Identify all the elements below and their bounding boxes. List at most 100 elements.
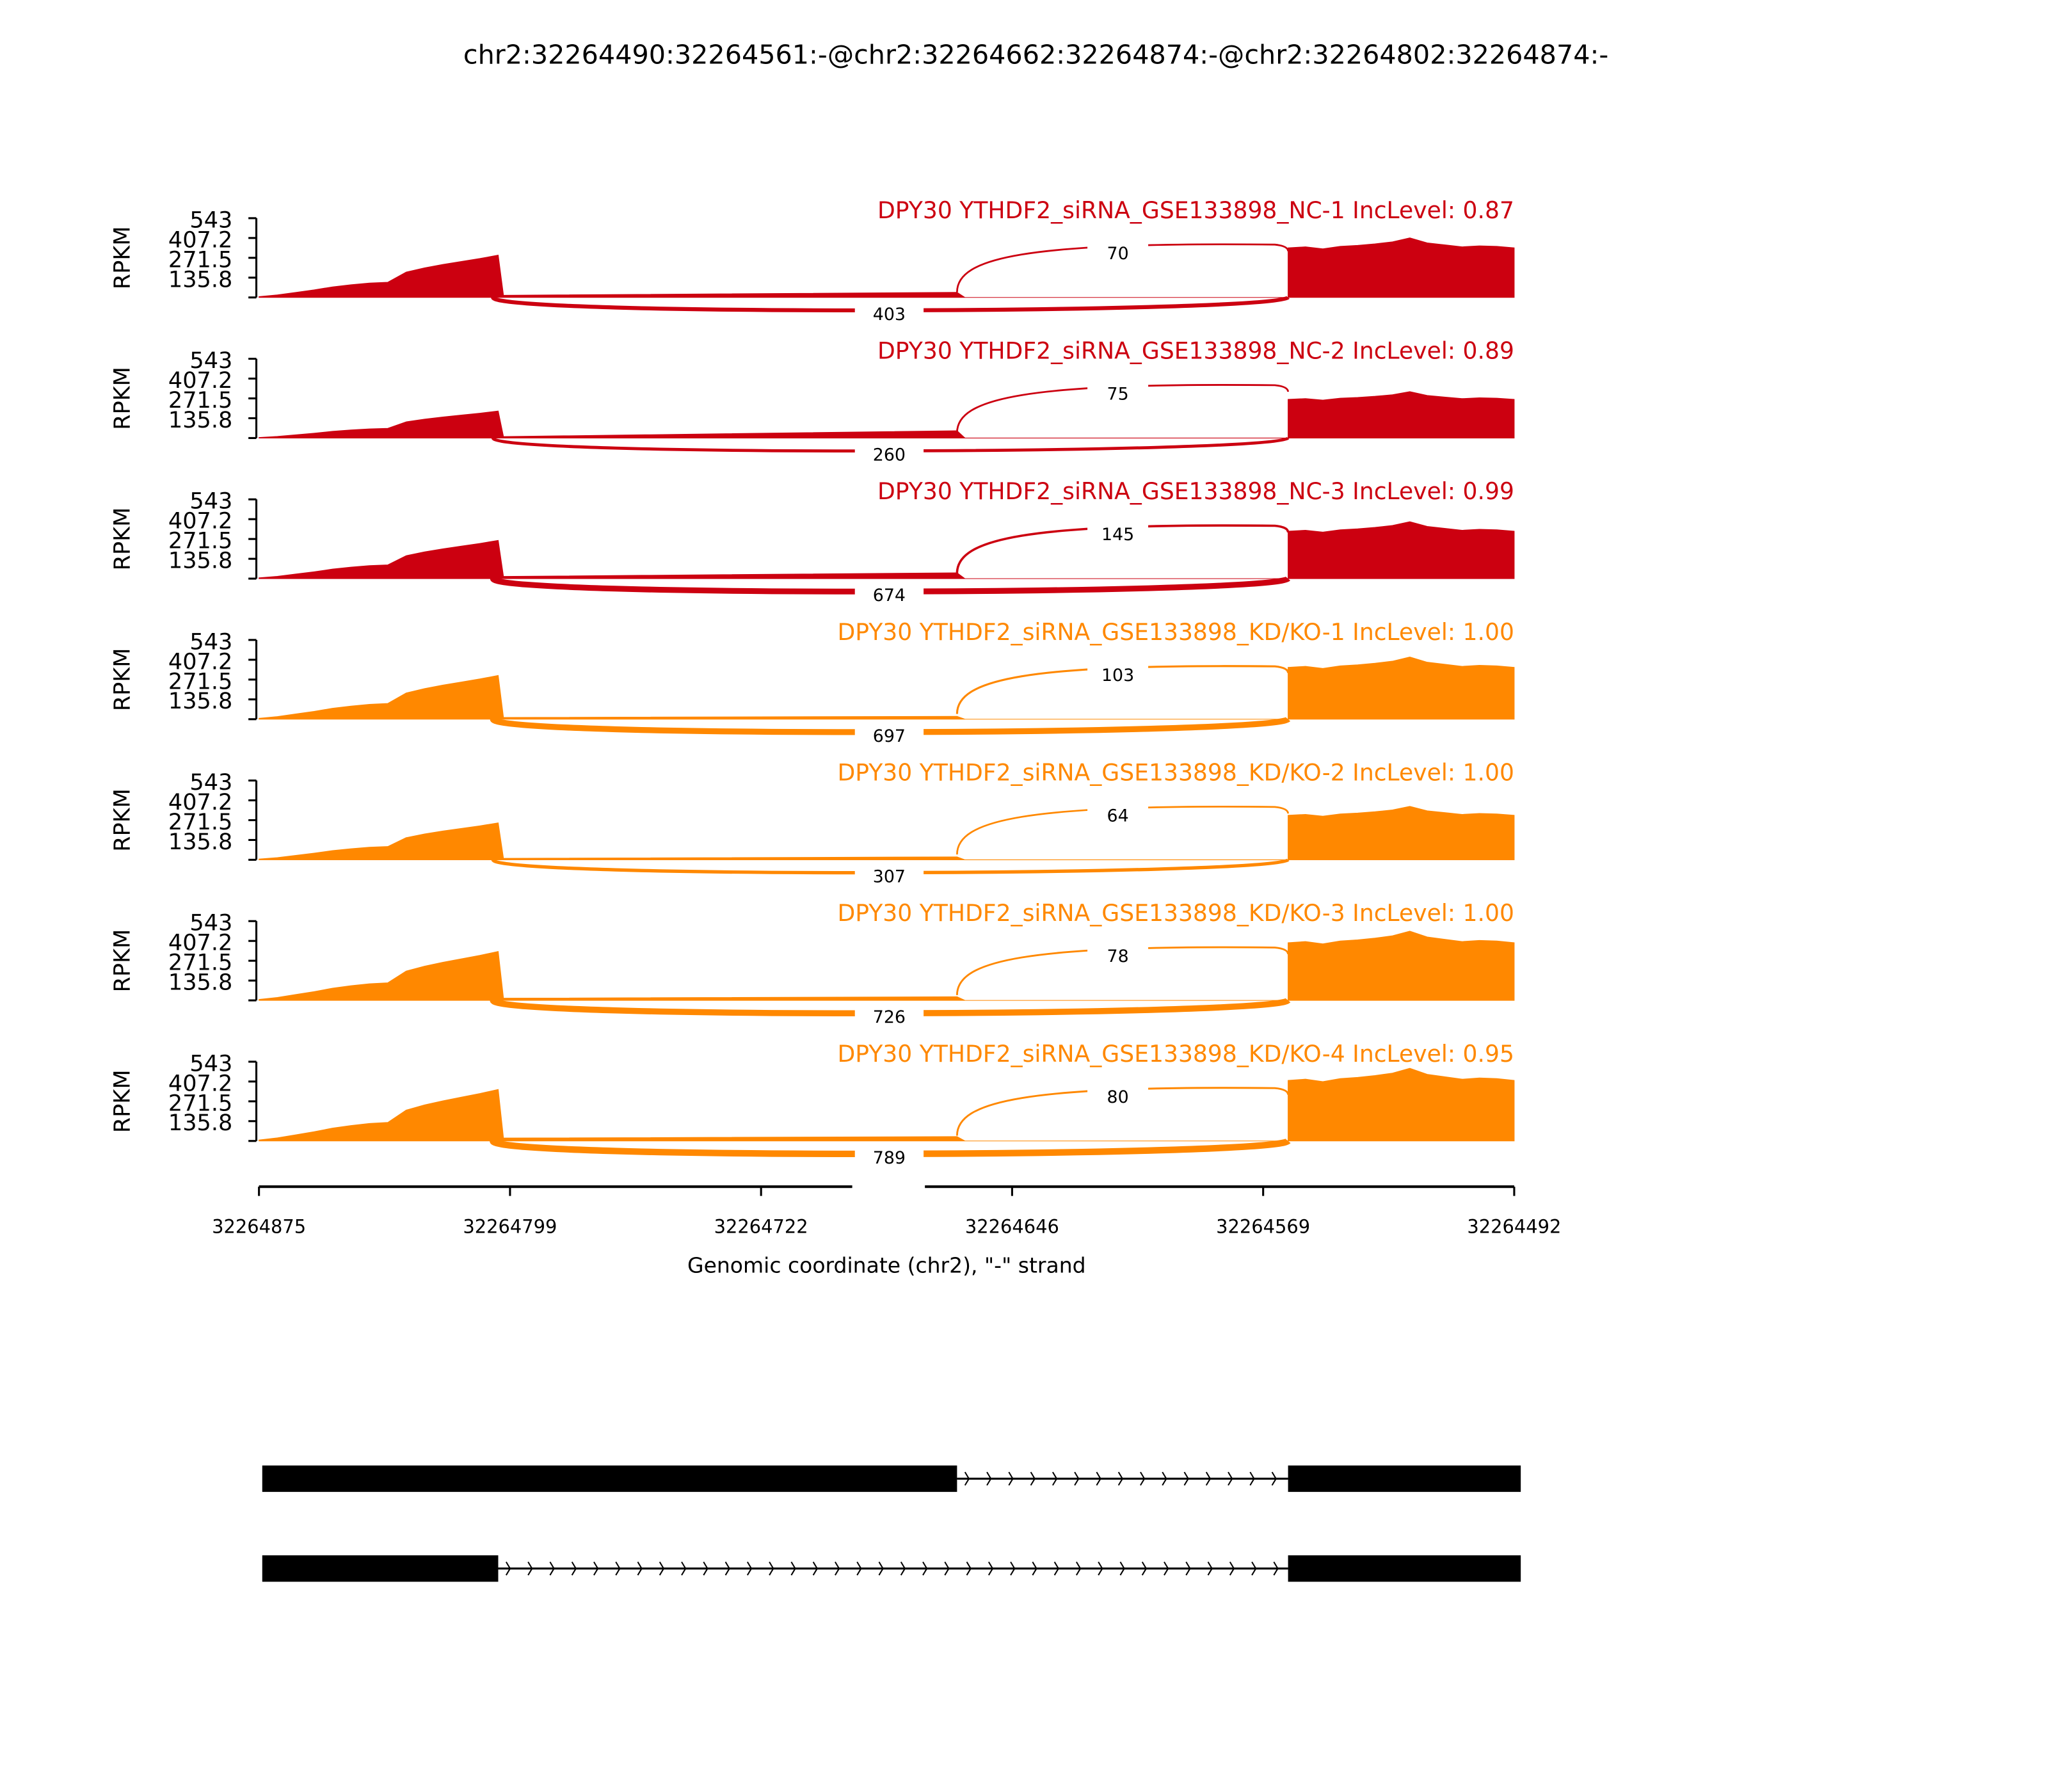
junction-label-bg <box>1087 801 1149 826</box>
y-tick-label: 407.2 <box>168 367 232 394</box>
strand-arrow-icon <box>1117 1471 1124 1486</box>
y-tick-label: 407.2 <box>168 1070 232 1096</box>
coverage-area <box>259 237 1515 298</box>
coverage-area <box>259 806 1515 860</box>
sample-label: DPY30 YTHDF2_siRNA_GSE133898_KD/KO-1 Inc… <box>837 618 1514 646</box>
strand-arrow-icon <box>1229 1561 1235 1576</box>
exon-block <box>262 1555 499 1582</box>
exon-block <box>262 1465 957 1492</box>
strand-arrow-icon <box>1249 1471 1255 1486</box>
y-tick-label: 271.5 <box>168 950 232 976</box>
inclusion-junction-count: 75 <box>1107 385 1129 404</box>
junction-label-bg <box>1087 942 1149 966</box>
strand-arrow-icon <box>505 1561 511 1576</box>
strand-arrow-icon <box>900 1561 906 1576</box>
y-tick-label: 407.2 <box>168 227 232 253</box>
strand-arrow-icon <box>615 1561 621 1576</box>
junction-label-bg <box>854 1003 924 1027</box>
junction-label-bg <box>1087 1082 1149 1107</box>
y-tick-label: 135.8 <box>168 688 232 714</box>
y-tick-label: 271.5 <box>168 387 232 413</box>
y-axis-label: RPKM <box>109 929 135 993</box>
inclusion-junction-count: 70 <box>1107 244 1129 264</box>
strand-arrow-icon <box>769 1561 774 1576</box>
y-tick-label: 135.8 <box>168 548 232 574</box>
x-tick-label: 32264646 <box>965 1215 1059 1237</box>
strand-arrow-icon <box>1030 1471 1036 1486</box>
inclusion-junction-count: 64 <box>1107 806 1129 826</box>
y-axis-label: RPKM <box>109 508 135 571</box>
x-tick-label: 32264569 <box>1216 1215 1310 1237</box>
coverage-area <box>259 657 1515 720</box>
chart-title: chr2:32264490:32264561:-@chr2:32264662:3… <box>463 39 1608 70</box>
junction-label-bg <box>854 862 924 886</box>
strand-arrow-icon <box>1207 1561 1213 1576</box>
y-tick-label: 543 <box>189 348 232 374</box>
coverage-area <box>259 391 1515 438</box>
strand-arrow-icon <box>1251 1561 1257 1576</box>
y-tick-label: 271.5 <box>168 246 232 273</box>
y-tick-label: 407.2 <box>168 648 232 675</box>
skipping-junction-count: 789 <box>873 1148 906 1168</box>
strand-arrow-icon <box>681 1561 687 1576</box>
junction-label-bg <box>854 721 924 746</box>
junction-label-bg <box>854 300 924 324</box>
strand-arrow-icon <box>964 1471 970 1486</box>
strand-arrow-icon <box>724 1561 730 1576</box>
isoform-track <box>262 1465 1521 1582</box>
coverage-area <box>259 521 1515 579</box>
strand-arrow-icon <box>835 1561 840 1576</box>
strand-arrow-icon <box>1096 1471 1101 1486</box>
strand-arrow-icon <box>1271 1471 1277 1486</box>
strand-arrow-icon <box>593 1561 599 1576</box>
x-tick-label: 32264722 <box>714 1215 808 1237</box>
inclusion-junction-count: 78 <box>1107 947 1129 966</box>
y-tick-label: 271.5 <box>168 809 232 835</box>
strand-arrow-icon <box>1205 1471 1212 1486</box>
junction-label-bg <box>1087 239 1149 264</box>
strand-arrow-icon <box>571 1561 577 1576</box>
inclusion-junction-count: 80 <box>1107 1087 1129 1107</box>
strand-arrow-icon <box>1140 1471 1146 1486</box>
x-tick-label: 32264799 <box>463 1215 557 1237</box>
y-tick-label: 543 <box>189 207 232 233</box>
y-tick-label: 543 <box>189 910 232 936</box>
strand-arrow-icon <box>944 1561 950 1576</box>
junction-label-bg <box>854 1143 924 1168</box>
strand-arrow-icon <box>1010 1561 1016 1576</box>
strand-arrow-icon <box>746 1561 753 1576</box>
y-tick-label: 135.8 <box>168 829 232 855</box>
skipping-junction-count: 726 <box>873 1007 906 1027</box>
y-tick-label: 135.8 <box>168 1110 232 1136</box>
strand-arrow-icon <box>1183 1471 1189 1486</box>
strand-arrow-icon <box>922 1561 928 1576</box>
skipping-junction-count: 403 <box>873 305 906 324</box>
strand-arrow-icon <box>637 1561 643 1576</box>
sample-label: DPY30 YTHDF2_siRNA_GSE133898_KD/KO-2 Inc… <box>837 759 1514 787</box>
y-axis-label: RPKM <box>109 367 135 430</box>
strand-arrow-icon <box>986 1471 992 1486</box>
y-tick-label: 271.5 <box>168 668 232 694</box>
y-tick-label: 407.2 <box>168 789 232 815</box>
strand-arrow-icon <box>988 1561 994 1576</box>
y-tick-label: 407.2 <box>168 508 232 534</box>
y-axis-label: RPKM <box>109 788 135 852</box>
y-axis-label: RPKM <box>109 226 135 289</box>
junction-label-bg <box>1087 520 1149 545</box>
y-tick-label: 135.8 <box>168 970 232 996</box>
strand-arrow-icon <box>1185 1561 1191 1576</box>
x-tick-label: 32264875 <box>212 1215 306 1237</box>
y-axis-label: RPKM <box>109 648 135 711</box>
strand-arrow-icon <box>1008 1471 1014 1486</box>
x-tick-label: 32264492 <box>1467 1215 1561 1237</box>
junction-label-bg <box>854 581 924 605</box>
strand-arrow-icon <box>703 1561 708 1576</box>
strand-arrow-icon <box>966 1561 972 1576</box>
